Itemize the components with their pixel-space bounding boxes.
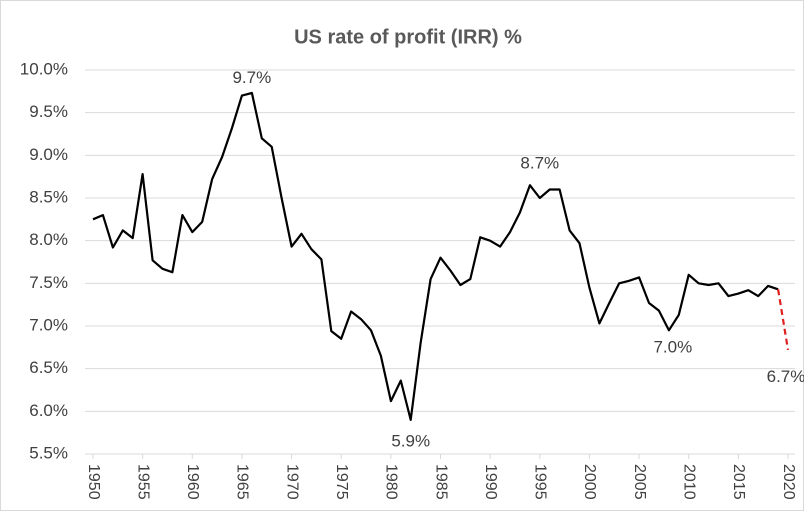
y-tick-label: 7.5% — [29, 273, 68, 292]
x-tick-label: 1970 — [283, 464, 300, 500]
x-tick-label: 2000 — [581, 464, 598, 500]
x-tick-label: 1995 — [532, 464, 549, 500]
x-tick-label: 1965 — [234, 464, 251, 500]
series-line — [777, 289, 790, 351]
x-tick-label: 2005 — [631, 464, 648, 500]
x-tick-label: 1950 — [85, 464, 102, 500]
x-tick-label: 2010 — [680, 464, 697, 500]
y-tick-label: 7.0% — [29, 315, 68, 334]
x-tick-label: 1960 — [184, 464, 201, 500]
y-tick-label: 6.0% — [29, 401, 68, 420]
series-line — [92, 91, 779, 421]
annotation: 8.7% — [520, 153, 559, 172]
annotation: 9.7% — [232, 68, 271, 87]
y-tick-label: 9.0% — [29, 145, 68, 164]
x-tick-label: 2020 — [780, 464, 797, 500]
annotation: 7.0% — [653, 337, 692, 356]
annotation: 6.7% — [767, 367, 804, 386]
x-tick-label: 1985 — [432, 464, 449, 500]
y-tick-label: 9.5% — [29, 102, 68, 121]
y-tick-label: 10.0% — [20, 59, 68, 78]
x-tick-label: 1955 — [134, 464, 151, 500]
y-tick-label: 8.5% — [29, 187, 68, 206]
y-tick-label: 5.5% — [29, 443, 68, 462]
x-tick-label: 2015 — [730, 464, 747, 500]
chart-title: US rate of profit (IRR) % — [294, 26, 522, 48]
x-tick-label: 1975 — [333, 464, 350, 500]
annotation: 5.9% — [391, 431, 430, 450]
y-tick-label: 6.5% — [29, 358, 68, 377]
x-tick-label: 1990 — [482, 464, 499, 500]
x-tick-label: 1980 — [383, 464, 400, 500]
y-tick-label: 8.0% — [29, 230, 68, 249]
